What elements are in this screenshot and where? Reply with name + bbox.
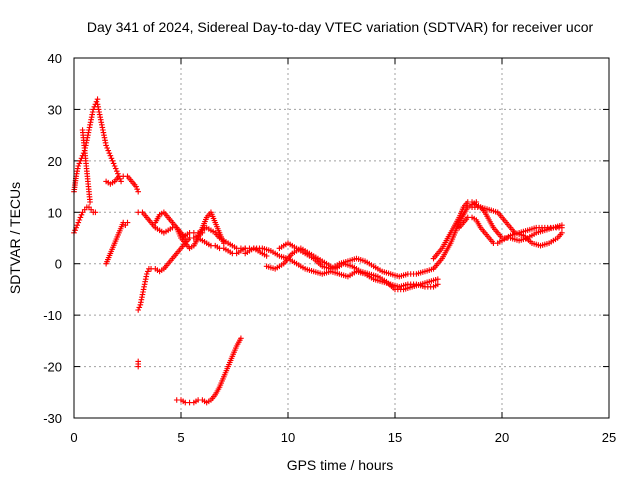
data-point xyxy=(435,276,441,282)
data-point xyxy=(238,335,244,342)
x-tick-label: 20 xyxy=(495,430,509,445)
plot-frame xyxy=(73,57,610,419)
y-tick-label: 20 xyxy=(48,154,62,169)
y-tick-label: 0 xyxy=(55,257,62,272)
data-point xyxy=(143,271,150,277)
data-point xyxy=(145,268,151,275)
series-arc-mid-3 xyxy=(276,199,480,280)
series-arc-right-3 xyxy=(469,204,565,249)
data-point xyxy=(105,147,112,154)
x-tick-label: 25 xyxy=(602,430,616,445)
data-point xyxy=(107,152,114,159)
y-axis-label: SDTVAR / TECUs xyxy=(7,182,23,294)
y-tick-label: -10 xyxy=(43,308,62,323)
series-arc-bottom xyxy=(173,335,244,406)
data-point xyxy=(90,106,97,113)
data-point xyxy=(559,224,565,231)
data-point xyxy=(92,209,99,216)
series-arc-hump-2 xyxy=(178,224,248,252)
y-tick-label: 10 xyxy=(48,205,62,220)
data-point xyxy=(87,199,93,205)
y-tick-label: 30 xyxy=(48,102,62,117)
data-point xyxy=(106,150,113,156)
data-point xyxy=(114,168,120,174)
data-point xyxy=(76,217,83,223)
series-arc-fall-1b xyxy=(103,173,141,195)
data-point xyxy=(76,160,83,167)
series-arc-dip xyxy=(135,230,206,313)
data-point xyxy=(103,142,109,149)
data-point xyxy=(110,160,117,167)
data-point xyxy=(93,98,100,105)
x-tick-label: 0 xyxy=(70,430,77,445)
data-point xyxy=(559,230,565,236)
series-arc-low-left xyxy=(71,204,99,236)
data-point xyxy=(111,163,118,169)
data-point xyxy=(136,304,143,311)
series-arc-cluster-left xyxy=(79,127,93,205)
data-point xyxy=(108,155,115,162)
data-point xyxy=(77,214,84,221)
data-point xyxy=(75,219,82,226)
series-arc-fall-1 xyxy=(94,101,124,185)
data-point xyxy=(77,158,84,164)
data-point xyxy=(109,158,116,164)
data-points xyxy=(71,96,565,406)
data-point xyxy=(112,165,119,172)
data-point xyxy=(435,281,441,288)
grid xyxy=(74,58,609,418)
x-axis-label: GPS time / hours xyxy=(287,457,394,473)
data-point xyxy=(75,163,82,169)
data-point xyxy=(118,178,124,185)
data-point xyxy=(135,188,141,195)
series-isolated xyxy=(103,219,141,370)
data-point xyxy=(133,183,139,190)
data-point xyxy=(74,222,81,228)
data-point xyxy=(263,253,270,259)
data-point xyxy=(199,230,206,236)
data-point xyxy=(72,227,78,234)
data-point xyxy=(242,245,248,252)
series-arc-mid-2 xyxy=(263,245,441,293)
data-point xyxy=(135,307,141,313)
y-tick-label: 40 xyxy=(48,51,62,66)
data-point xyxy=(135,363,141,370)
y-tick-label: -20 xyxy=(43,360,62,375)
x-tick-label: 15 xyxy=(388,430,402,445)
data-point xyxy=(124,219,131,226)
data-point xyxy=(78,212,85,218)
data-point xyxy=(104,145,110,151)
chart-title: Day 341 of 2024, Sidereal Day-to-day VTE… xyxy=(87,19,594,35)
x-tick-label: 5 xyxy=(177,430,184,445)
data-point xyxy=(94,96,101,102)
y-tick-label: -30 xyxy=(43,411,62,426)
data-point xyxy=(134,186,140,192)
x-tick-label: 10 xyxy=(281,430,295,445)
axis-ticks: 0 5 10 15 20 25 -30 -20 -10 0 10 20 30 40 xyxy=(43,51,616,445)
data-point xyxy=(117,176,123,182)
